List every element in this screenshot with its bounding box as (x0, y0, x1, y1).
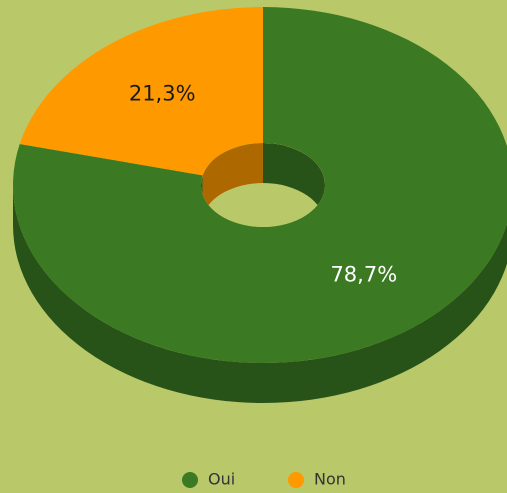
legend-label: Oui (208, 470, 235, 489)
legend-swatch (288, 472, 304, 488)
slice-side (13, 185, 507, 403)
hole-wall (202, 143, 263, 216)
legend-swatch (182, 472, 198, 488)
slice (19, 7, 263, 176)
hole-wall (263, 143, 325, 225)
value-label: 21,3% (129, 81, 196, 105)
slice (13, 7, 507, 363)
legend-label: Non (314, 470, 346, 489)
value-label: 78,7% (330, 263, 397, 287)
